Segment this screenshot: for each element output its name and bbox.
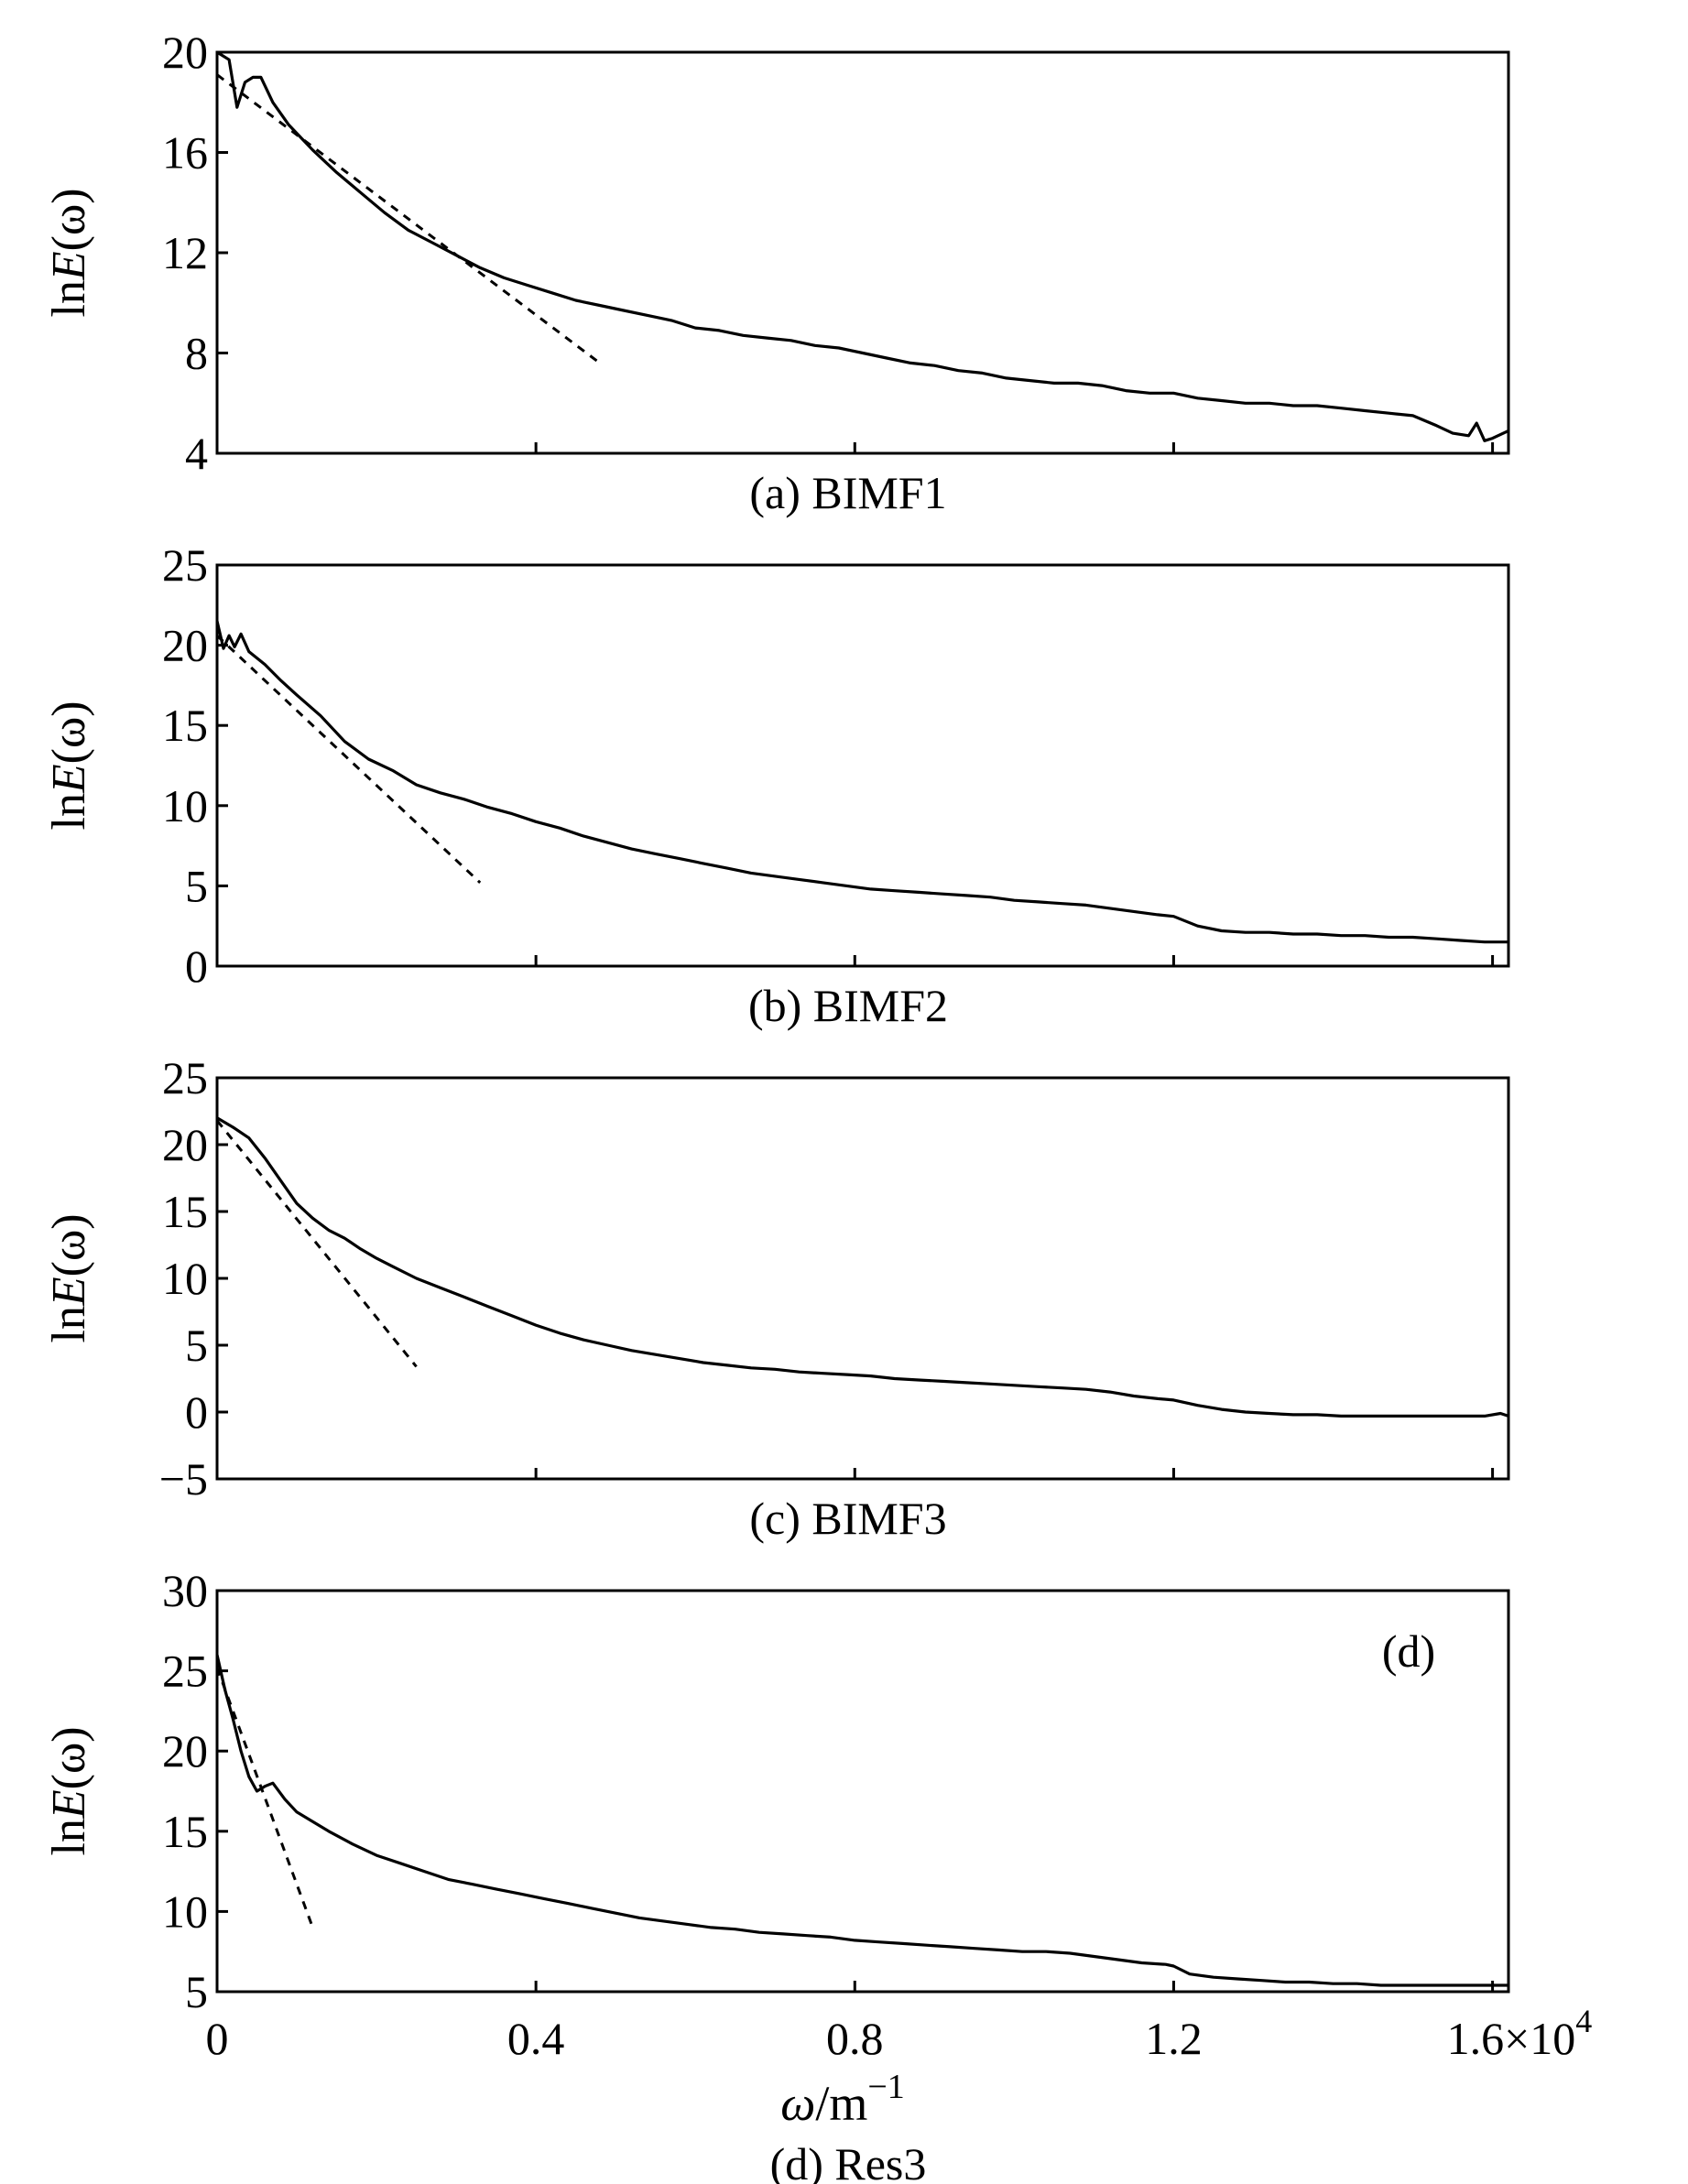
y-tick-label: 25 — [162, 539, 208, 591]
panel-4: 5 10 15 20 25 30 lnE(ω) (d) (d) Res3 — [43, 1565, 1510, 2184]
series-linear-fit — [215, 1119, 418, 1368]
y-tick-label: 8 — [185, 328, 208, 379]
y-tick-label: 5 — [185, 1966, 208, 2017]
y-tick-label: 10 — [162, 1253, 208, 1304]
y-axis-label: lnE(ω) — [43, 1213, 95, 1342]
y-tick-label: 20 — [162, 1725, 208, 1777]
panel-caption: (c) BIMF3 — [749, 1493, 946, 1544]
y-tick-label: 0 — [185, 1386, 208, 1438]
x-tick-label: 0 — [206, 2013, 229, 2064]
y-axis-label-var: E — [43, 764, 95, 794]
y-axis-label: lnE(ω) — [43, 188, 95, 317]
series-spectrum — [215, 1654, 1508, 1987]
y-axis-label-prefix: ln — [43, 1306, 95, 1342]
plot-frame — [215, 50, 1510, 455]
y-tick-label: 10 — [162, 780, 208, 831]
series-linear-fit — [216, 73, 601, 364]
y-axis-label-suffix: (ω) — [43, 701, 95, 764]
panel-caption: (a) BIMF1 — [749, 467, 946, 518]
y-tick-label: 25 — [162, 1646, 208, 1697]
y-axis-label-var: E — [43, 251, 95, 281]
y-tick-label: 10 — [162, 1885, 208, 1937]
y-axis-label-var: E — [43, 1277, 95, 1307]
x-tick-label-with-multiplier: 1.6×104 — [1447, 2003, 1593, 2064]
y-tick-label: 12 — [162, 227, 208, 278]
y-tick-label: 0 — [185, 940, 208, 992]
y-tick-label: 20 — [162, 1119, 208, 1170]
series-spectrum — [216, 1116, 1509, 1418]
x-tick-label: 1.2 — [1145, 2013, 1203, 2064]
y-axis-label-suffix: (ω) — [43, 1213, 95, 1277]
series-spectrum — [215, 620, 1508, 944]
y-tick-label: 15 — [162, 700, 208, 751]
x-axis-label: ω/m−1 — [780, 2068, 905, 2131]
y-axis-label: lnE(ω) — [43, 701, 95, 830]
y-tick-label: −5 — [159, 1453, 208, 1505]
y-tick-label: 20 — [162, 27, 208, 78]
y-tick-label: 5 — [185, 1320, 208, 1371]
x-axis: 0 0.4 0.8 1.2 1.6×104 ω/m−1 — [206, 2003, 1593, 2131]
y-tick-label: 5 — [185, 860, 208, 911]
x-tick-label: 0.4 — [507, 2013, 565, 2064]
y-axis-label-prefix: ln — [43, 280, 95, 317]
y-tick-label: 15 — [162, 1806, 208, 1857]
y-axis-label-var: E — [43, 1789, 95, 1820]
x-axis-label-unit: /m — [815, 2076, 867, 2131]
panel-1: 4 8 12 16 20 lnE(ω) (a) BIMF1 — [43, 27, 1510, 518]
x-tick-label: 1.6 — [1447, 2013, 1505, 2064]
x-axis-label-exponent: −1 — [867, 2068, 904, 2106]
y-tick-label: 15 — [162, 1186, 208, 1237]
plot-frame — [215, 563, 1510, 968]
y-axis-label: lnE(ω) — [43, 1726, 95, 1855]
y-tick-label: 16 — [162, 127, 208, 179]
series-linear-fit — [215, 1667, 314, 1929]
y-axis-label-suffix: (ω) — [43, 1726, 95, 1789]
panel-annotation: (d) — [1382, 1625, 1435, 1677]
panel-caption: (b) BIMF2 — [748, 980, 948, 1031]
y-axis-label-prefix: ln — [43, 1819, 95, 1855]
y-tick-label: 25 — [162, 1052, 208, 1103]
y-tick-label: 4 — [185, 428, 208, 479]
y-axis-label-prefix: ln — [43, 793, 95, 830]
y-axis-label-suffix: (ω) — [43, 188, 95, 251]
series-linear-fit — [215, 635, 482, 884]
plot-frame — [215, 1076, 1510, 1481]
panel-3: −5 0 5 10 15 20 25 lnE(ω) (c) BIMF3 — [43, 1052, 1510, 1544]
x-tick-label: 0.8 — [826, 2013, 884, 2064]
panel-caption: (d) Res3 — [770, 2138, 927, 2184]
series-spectrum — [216, 50, 1509, 442]
x-multiplier-exponent: 4 — [1575, 2003, 1592, 2039]
y-tick-label: 20 — [162, 620, 208, 671]
x-multiplier: ×10 — [1504, 2013, 1575, 2064]
panel-2: 0 5 10 15 20 25 lnE(ω) (b) BIMF2 — [43, 539, 1510, 1031]
x-axis-label-symbol: ω — [780, 2076, 815, 2131]
plot-frame — [215, 1589, 1510, 1994]
y-tick-label: 30 — [162, 1565, 208, 1616]
